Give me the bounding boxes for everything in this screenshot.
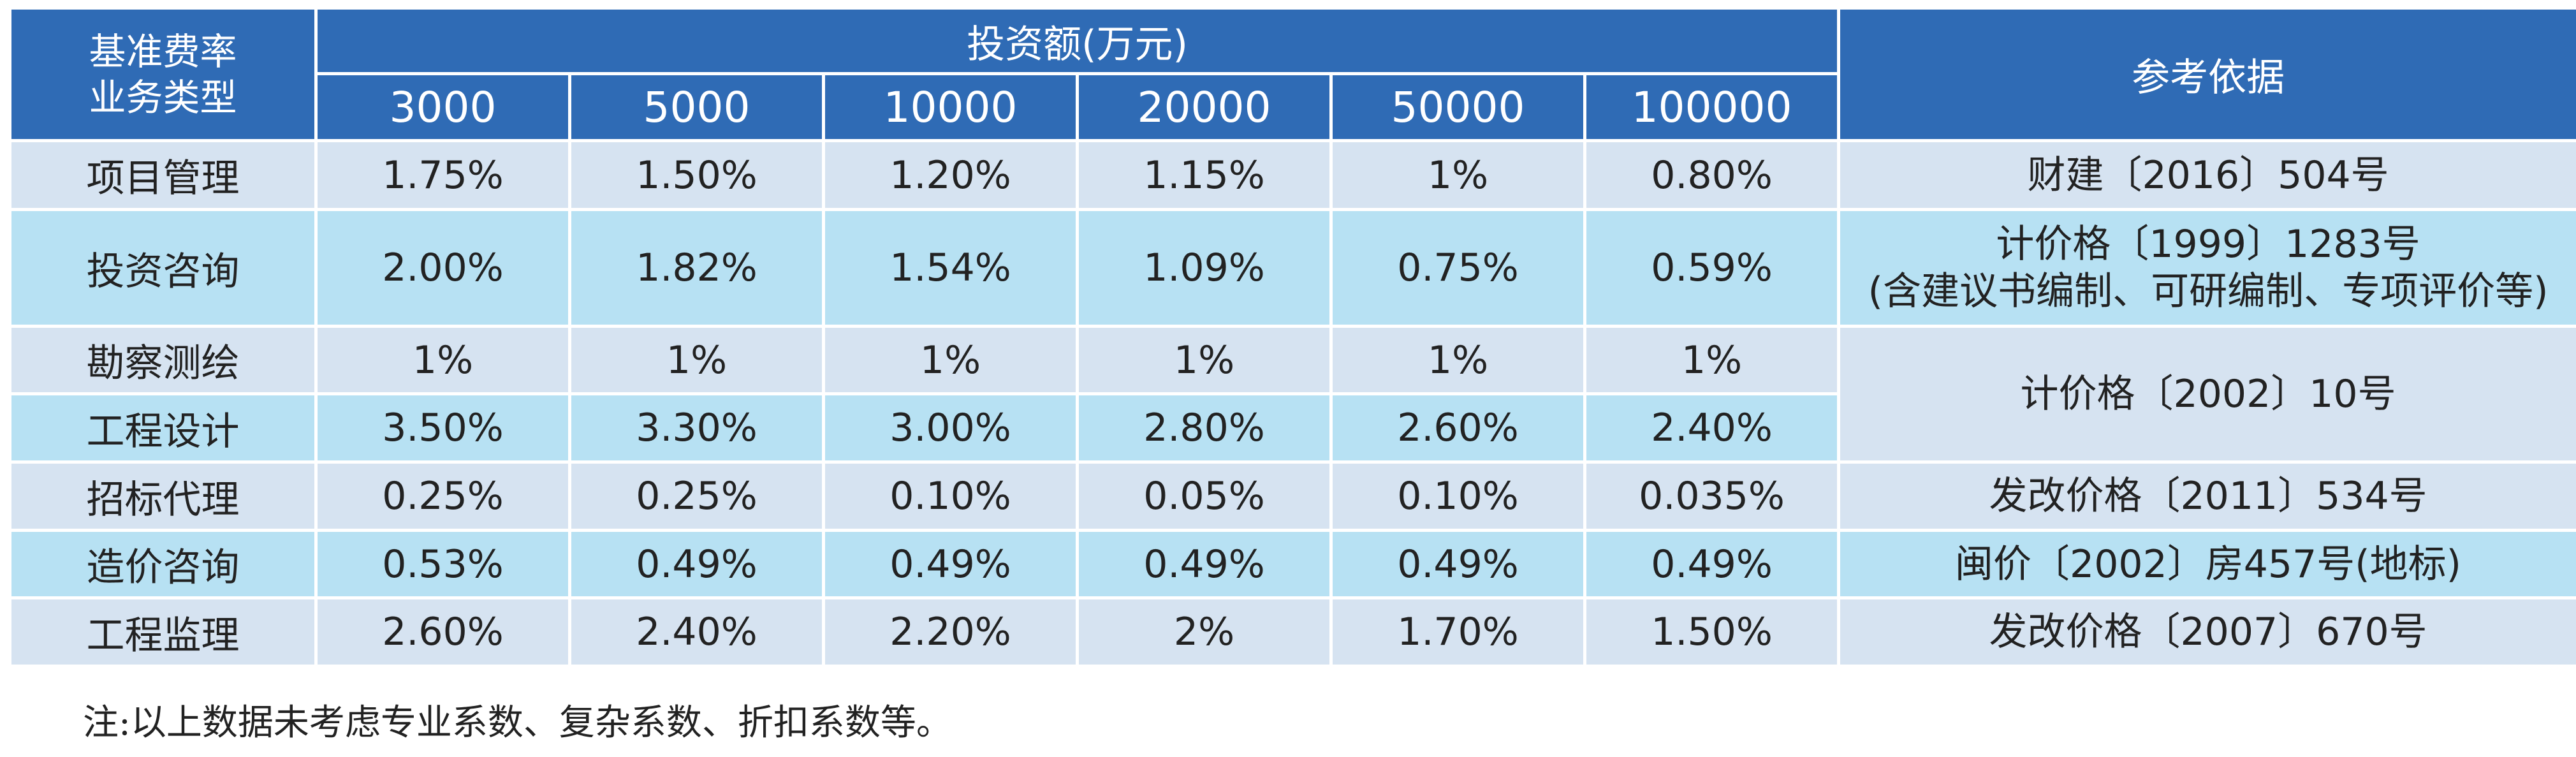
rate-cell: 2.60% <box>1329 392 1586 464</box>
rate-cell: 0.05% <box>1076 460 1333 532</box>
rate-cell: 2.40% <box>568 596 825 668</box>
table-row: 勘察测绘 1% 1% 1% 1% 1% 1% 计价格〔2002〕10号 <box>8 325 2576 464</box>
rate-cell: 1% <box>314 325 571 395</box>
rate-cell: 1.09% <box>1076 208 1333 328</box>
rate-cell: 1% <box>822 325 1079 395</box>
basis-cell: 财建〔2016〕504号 <box>1837 139 2576 211</box>
rate-cell: 3.00% <box>822 392 1079 464</box>
rate-cell: 1.50% <box>568 139 825 211</box>
rate-cell: 2.80% <box>1076 392 1333 464</box>
business-type: 工程设计 <box>8 392 318 464</box>
amount-header: 3000 <box>314 72 571 142</box>
rate-cell: 0.59% <box>1583 208 1841 328</box>
rate-cell: 0.49% <box>822 529 1079 599</box>
basis-cell: 计价格〔2002〕10号 <box>1837 325 2576 464</box>
amount-header: 20000 <box>1076 72 1333 142</box>
header-row-2: 3000 5000 10000 20000 50000 100000 <box>10 72 2576 142</box>
fee-rate-table: 基准费率 业务类型 投资额(万元) 参考依据 3000 5000 10000 2… <box>8 6 2576 668</box>
basis-cell: 闽价〔2002〕房457号(地标) <box>1837 529 2576 599</box>
rate-cell: 2.20% <box>822 596 1079 668</box>
fee-rate-table-container: 基准费率 业务类型 投资额(万元) 参考依据 3000 5000 10000 2… <box>8 6 2576 668</box>
rate-cell: 2.40% <box>1583 392 1841 464</box>
rate-cell: 2.60% <box>314 596 571 668</box>
rate-cell: 2.00% <box>314 208 571 328</box>
basis-cell: 发改价格〔2007〕670号 <box>1837 596 2576 668</box>
rate-cell: 0.035% <box>1583 460 1841 532</box>
rate-cell: 1% <box>568 325 825 395</box>
table-row: 投资咨询 2.00% 1.82% 1.54% 1.09% 0.75% 0.59%… <box>8 208 2576 328</box>
rate-cell: 1% <box>1076 325 1333 395</box>
rate-cell: 0.49% <box>1329 529 1586 599</box>
rate-cell: 1% <box>1329 139 1586 211</box>
rate-cell: 0.49% <box>1583 529 1841 599</box>
rate-cell: 1.15% <box>1076 139 1333 211</box>
amount-header: 10000 <box>822 72 1079 142</box>
business-type: 招标代理 <box>8 460 318 532</box>
basis-cell: 计价格〔1999〕1283号 (含建议书编制、可研编制、专项评价等) <box>1837 208 2576 328</box>
rate-cell: 1.75% <box>314 139 571 211</box>
table-row: 项目管理 1.75% 1.50% 1.20% 1.15% 1% 0.80% 财建… <box>8 139 2576 211</box>
rate-cell: 0.25% <box>314 460 571 532</box>
header-row-1: 基准费率 业务类型 投资额(万元) 参考依据 <box>8 6 2576 142</box>
rate-cell: 1% <box>1329 325 1586 395</box>
table-row: 工程监理 2.60% 2.40% 2.20% 2% 1.70% 1.50% 发改… <box>8 596 2576 668</box>
rate-cell: 3.30% <box>568 392 825 464</box>
rate-cell: 0.10% <box>822 460 1079 532</box>
investment-header: 投资额(万元) <box>314 6 1841 75</box>
amount-header: 5000 <box>568 72 825 142</box>
rate-cell: 1.20% <box>822 139 1079 211</box>
rate-cell: 1.54% <box>822 208 1079 328</box>
basis-line: (含建议书编制、可研编制、专项评价等) <box>1868 269 2549 314</box>
rate-cell: 0.49% <box>568 529 825 599</box>
rate-cell: 2% <box>1076 596 1333 668</box>
basis-line: 计价格〔1999〕1283号 <box>1996 222 2420 267</box>
table-row: 工程设计 3.50% 3.30% 3.00% 2.80% 2.60% 2.40% <box>8 392 2576 464</box>
basis-cell: 发改价格〔2011〕534号 <box>1837 460 2576 532</box>
rate-cell: 1.50% <box>1583 596 1841 668</box>
business-type: 勘察测绘 <box>8 325 318 395</box>
footnote: 注:以上数据未考虑专业系数、复杂系数、折扣系数等。 <box>83 702 952 744</box>
business-type: 造价咨询 <box>8 529 318 599</box>
rate-cell: 0.25% <box>568 460 825 532</box>
corner-label-type: 业务类型 <box>89 75 237 119</box>
rate-cell: 1.82% <box>568 208 825 328</box>
table-row: 造价咨询 0.53% 0.49% 0.49% 0.49% 0.49% 0.49%… <box>8 529 2576 599</box>
business-type: 投资咨询 <box>8 208 318 328</box>
rate-cell: 0.10% <box>1329 460 1586 532</box>
amount-header: 100000 <box>1583 72 1841 142</box>
rate-cell: 0.49% <box>1076 529 1333 599</box>
rate-cell: 0.53% <box>314 529 571 599</box>
rate-cell: 1.70% <box>1329 596 1586 668</box>
business-type: 项目管理 <box>8 139 318 211</box>
rate-cell: 0.75% <box>1329 208 1586 328</box>
rate-cell: 0.80% <box>1583 139 1841 211</box>
table-row: 招标代理 0.25% 0.25% 0.10% 0.05% 0.10% 0.035… <box>8 460 2576 532</box>
rate-cell: 3.50% <box>314 392 571 464</box>
rate-cell: 1% <box>1583 325 1841 395</box>
business-type: 工程监理 <box>8 596 318 668</box>
corner-header: 基准费率 业务类型 <box>8 6 318 142</box>
amount-header: 50000 <box>1329 72 1586 142</box>
corner-label-rate: 基准费率 <box>89 29 237 73</box>
basis-header: 参考依据 <box>1837 6 2576 142</box>
